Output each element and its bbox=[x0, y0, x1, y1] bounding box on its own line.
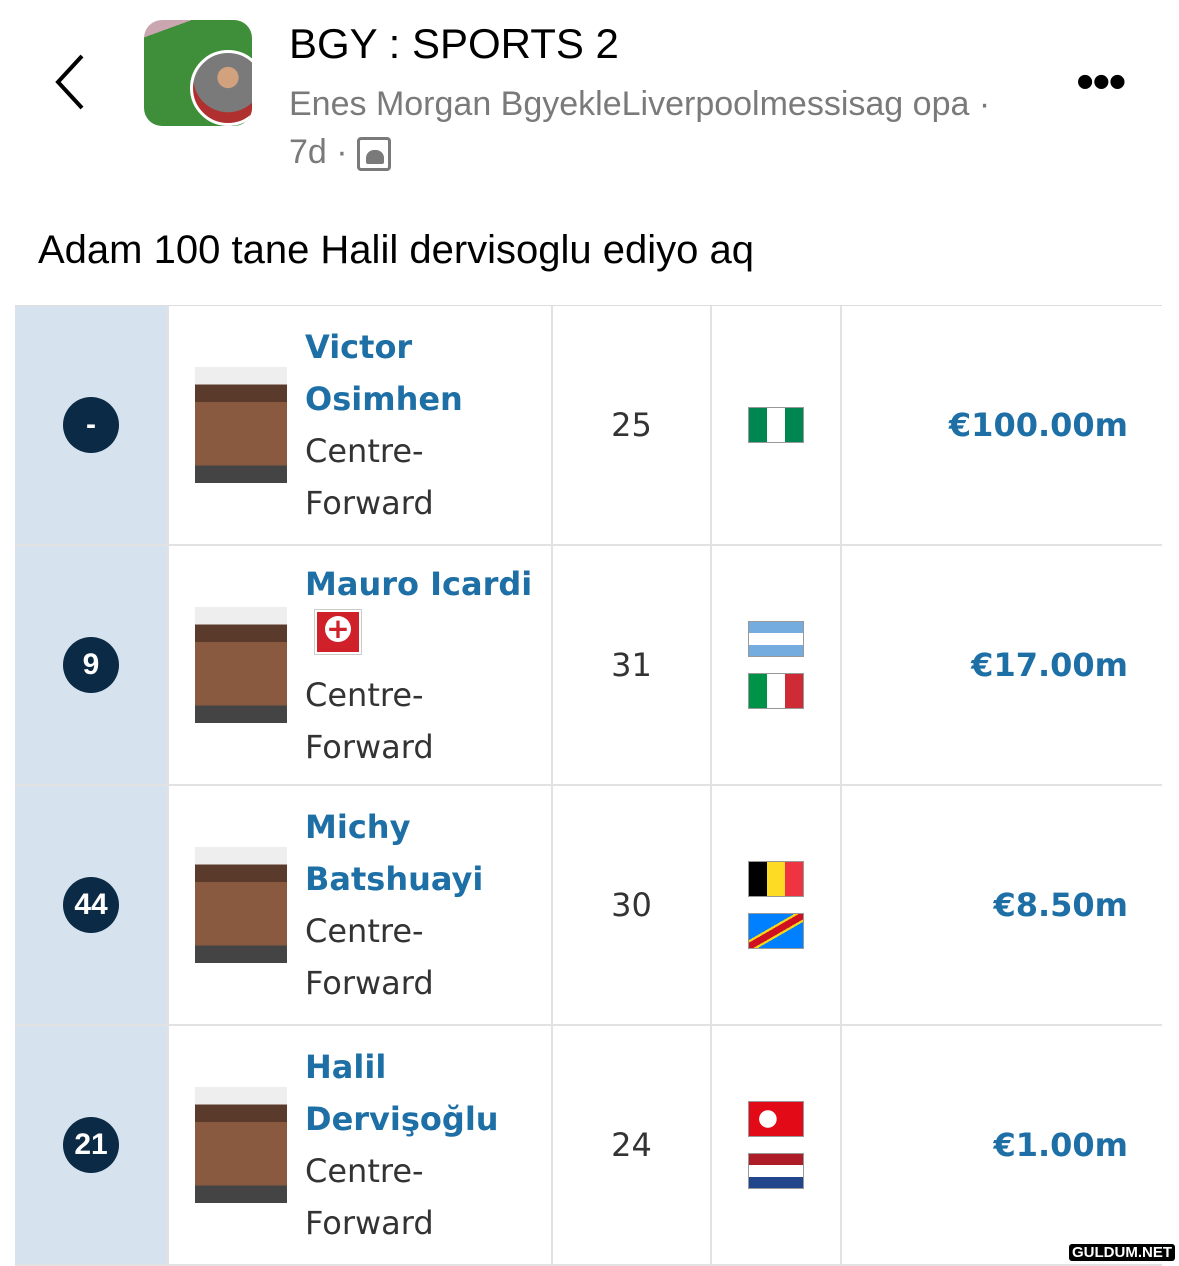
player-photo bbox=[195, 847, 287, 963]
group-avatar[interactable] bbox=[144, 20, 252, 126]
ellipsis-icon: ••• bbox=[1076, 53, 1127, 111]
flag-belgium-icon bbox=[748, 861, 804, 897]
player-position: Centre-Forward bbox=[305, 432, 434, 522]
player-photo bbox=[195, 607, 287, 723]
group-title[interactable]: BGY : SPORTS 2 bbox=[289, 20, 619, 67]
shirt-number-badge: 21 bbox=[63, 1117, 119, 1173]
nationality-cell bbox=[712, 1026, 842, 1264]
number-cell: - bbox=[15, 306, 167, 544]
player-photo bbox=[195, 367, 287, 483]
shirt-number-badge: 9 bbox=[63, 637, 119, 693]
table-row: - Victor Osimhen Centre-Forward 25 €100.… bbox=[15, 306, 1162, 546]
player-position: Centre-Forward bbox=[305, 912, 434, 1002]
number-cell: 9 bbox=[15, 546, 167, 784]
player-name-link[interactable]: Michy Batshuayi bbox=[305, 801, 535, 905]
flag-italy-icon bbox=[748, 673, 804, 709]
market-value-link[interactable]: €1.00m bbox=[993, 1126, 1128, 1164]
player-position: Centre-Forward bbox=[305, 1152, 434, 1242]
age-cell: 24 bbox=[553, 1026, 712, 1264]
watermark: GULDUM.NET bbox=[1069, 1244, 1175, 1261]
nationality-cell bbox=[712, 306, 842, 544]
table-row: 9 Mauro Icardi Centre-Forward 31 €17.00m bbox=[15, 546, 1162, 786]
more-options-button[interactable]: ••• bbox=[1076, 52, 1127, 112]
age-cell: 30 bbox=[553, 786, 712, 1024]
player-name: Mauro Icardi bbox=[305, 564, 533, 603]
player-cell: Halil Dervişoğlu Centre-Forward bbox=[167, 1026, 553, 1264]
post-meta: Enes Morgan BgyekleLiverpoolmessisag opa… bbox=[289, 85, 991, 172]
author-name[interactable]: Enes Morgan BgyekleLiverpoolmessisag opa bbox=[289, 85, 970, 123]
number-cell: 44 bbox=[15, 786, 167, 1024]
back-button[interactable] bbox=[52, 52, 92, 112]
post-time: 7d bbox=[289, 133, 327, 171]
player-name-link[interactable]: Halil Dervişoğlu bbox=[305, 1041, 535, 1145]
market-value-link[interactable]: €17.00m bbox=[971, 646, 1128, 684]
table-row: 44 Michy Batshuayi Centre-Forward 30 €8.… bbox=[15, 786, 1162, 1026]
player-name: Michy Batshuayi bbox=[305, 808, 484, 898]
chevron-left-icon bbox=[55, 54, 84, 110]
flag-argentina-icon bbox=[748, 621, 804, 657]
captain-icon bbox=[305, 608, 535, 669]
user-avatar bbox=[190, 50, 252, 126]
market-value-link[interactable]: €8.50m bbox=[993, 886, 1128, 924]
player-name: Halil Dervişoğlu bbox=[305, 1048, 499, 1138]
shirt-number-badge: 44 bbox=[63, 877, 119, 933]
player-photo bbox=[195, 1087, 287, 1203]
flag-netherlands-icon bbox=[748, 1153, 804, 1189]
player-cell: Michy Batshuayi Centre-Forward bbox=[167, 786, 553, 1024]
nationality-cell bbox=[712, 786, 842, 1024]
age-cell: 25 bbox=[553, 306, 712, 544]
player-position: Centre-Forward bbox=[305, 675, 434, 766]
shirt-number-badge: - bbox=[63, 397, 119, 453]
post-caption: Adam 100 tane Halil dervisoglu ediyo aq bbox=[38, 228, 754, 272]
age-cell: 31 bbox=[553, 546, 712, 784]
flag-nigeria-icon bbox=[748, 407, 804, 443]
player-name-link[interactable]: Victor Osimhen bbox=[305, 321, 535, 425]
flag-dr-congo-icon bbox=[748, 913, 804, 949]
player-cell: Victor Osimhen Centre-Forward bbox=[167, 306, 553, 544]
market-value-link[interactable]: €100.00m bbox=[948, 406, 1128, 444]
number-cell: 21 bbox=[15, 1026, 167, 1264]
player-name: Victor Osimhen bbox=[305, 328, 463, 418]
player-cell: Mauro Icardi Centre-Forward bbox=[167, 546, 553, 784]
nationality-cell bbox=[712, 546, 842, 784]
players-table: - Victor Osimhen Centre-Forward 25 €100.… bbox=[15, 305, 1162, 1266]
group-icon bbox=[357, 137, 392, 172]
player-name-link[interactable]: Mauro Icardi bbox=[305, 558, 535, 669]
flag-turkey-icon bbox=[748, 1101, 804, 1137]
table-row: 21 Halil Dervişoğlu Centre-Forward 24 €1… bbox=[15, 1026, 1162, 1266]
